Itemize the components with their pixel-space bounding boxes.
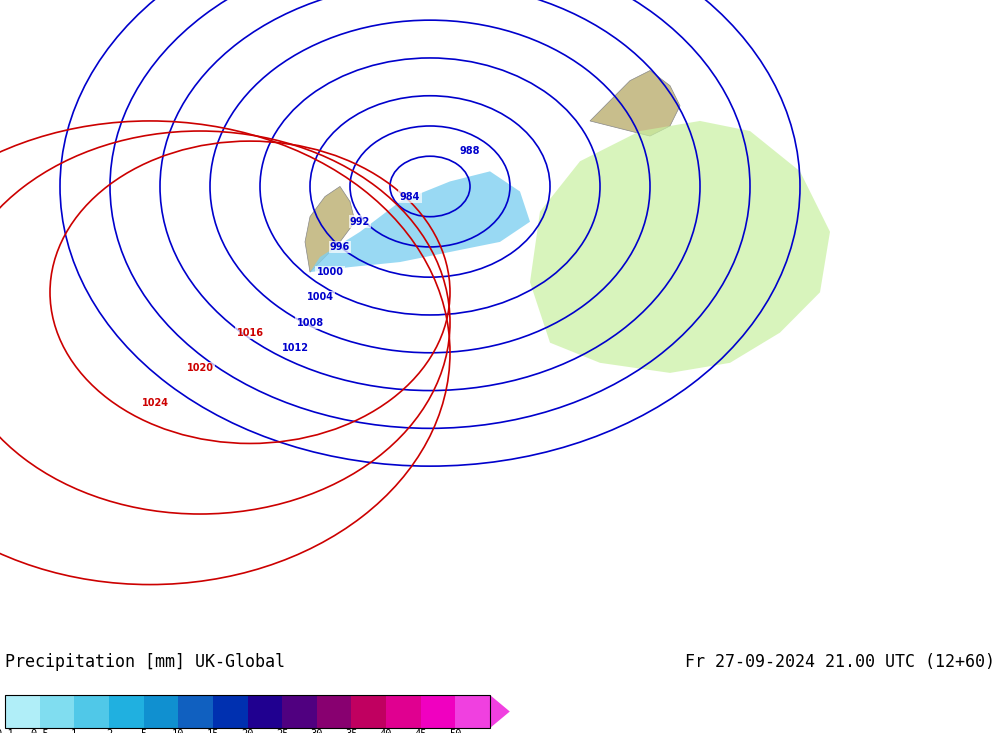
Bar	[178, 695, 213, 728]
Text: 45: 45	[414, 729, 427, 733]
Text: 50: 50	[449, 729, 462, 733]
Text: 35: 35	[345, 729, 358, 733]
Text: 5: 5	[140, 729, 147, 733]
Polygon shape	[310, 172, 530, 272]
Text: 984: 984	[400, 191, 420, 202]
Bar	[40, 695, 74, 728]
Text: 1004: 1004	[306, 292, 334, 302]
Text: 988: 988	[460, 146, 480, 156]
Text: 1016: 1016	[237, 328, 264, 338]
Polygon shape	[530, 121, 830, 373]
Polygon shape	[590, 70, 680, 136]
Bar	[109, 695, 144, 728]
Bar	[455, 695, 490, 728]
Bar	[351, 695, 386, 728]
Bar	[5, 695, 490, 728]
Text: 0.1: 0.1	[0, 729, 14, 733]
Text: 30: 30	[311, 729, 323, 733]
Text: 10: 10	[172, 729, 184, 733]
Polygon shape	[20, 30, 1000, 645]
Bar	[421, 695, 455, 728]
Text: 25: 25	[276, 729, 288, 733]
Text: Precipitation [mm] UK-Global: Precipitation [mm] UK-Global	[5, 653, 285, 671]
Bar	[248, 695, 282, 728]
Text: 0.5: 0.5	[30, 729, 49, 733]
Bar	[282, 695, 317, 728]
Bar	[144, 695, 178, 728]
Polygon shape	[490, 695, 510, 728]
Bar	[5, 695, 40, 728]
Text: 1024: 1024	[142, 398, 168, 408]
Text: 40: 40	[380, 729, 392, 733]
Text: 1012: 1012	[282, 343, 308, 353]
Text: 1008: 1008	[296, 317, 324, 328]
Text: 992: 992	[350, 217, 370, 226]
Text: 15: 15	[207, 729, 219, 733]
Bar	[74, 695, 109, 728]
Text: 2: 2	[106, 729, 112, 733]
Text: Fr 27-09-2024 21.00 UTC (12+60): Fr 27-09-2024 21.00 UTC (12+60)	[685, 653, 995, 671]
Text: 1020: 1020	[186, 363, 214, 373]
Text: 1: 1	[71, 729, 77, 733]
Text: 20: 20	[241, 729, 254, 733]
Bar	[386, 695, 421, 728]
Bar	[317, 695, 351, 728]
Text: 996: 996	[330, 242, 350, 252]
Polygon shape	[305, 186, 355, 272]
Text: 1000: 1000	[316, 267, 344, 277]
Bar	[213, 695, 248, 728]
